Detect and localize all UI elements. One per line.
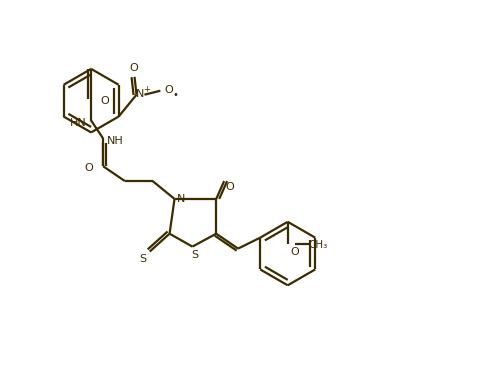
- Text: O: O: [129, 63, 138, 73]
- Text: S: S: [139, 253, 146, 263]
- Text: HN: HN: [70, 119, 86, 129]
- Text: N: N: [177, 194, 186, 204]
- Text: O: O: [164, 85, 173, 95]
- Text: N: N: [136, 89, 145, 99]
- Text: S: S: [191, 250, 198, 260]
- Text: O: O: [290, 247, 299, 257]
- Text: O: O: [101, 96, 109, 106]
- Text: O: O: [226, 182, 235, 192]
- Text: •: •: [172, 90, 178, 100]
- Text: +: +: [143, 85, 150, 94]
- Text: CH₃: CH₃: [309, 240, 328, 250]
- Text: O: O: [85, 163, 93, 173]
- Text: NH: NH: [107, 136, 124, 146]
